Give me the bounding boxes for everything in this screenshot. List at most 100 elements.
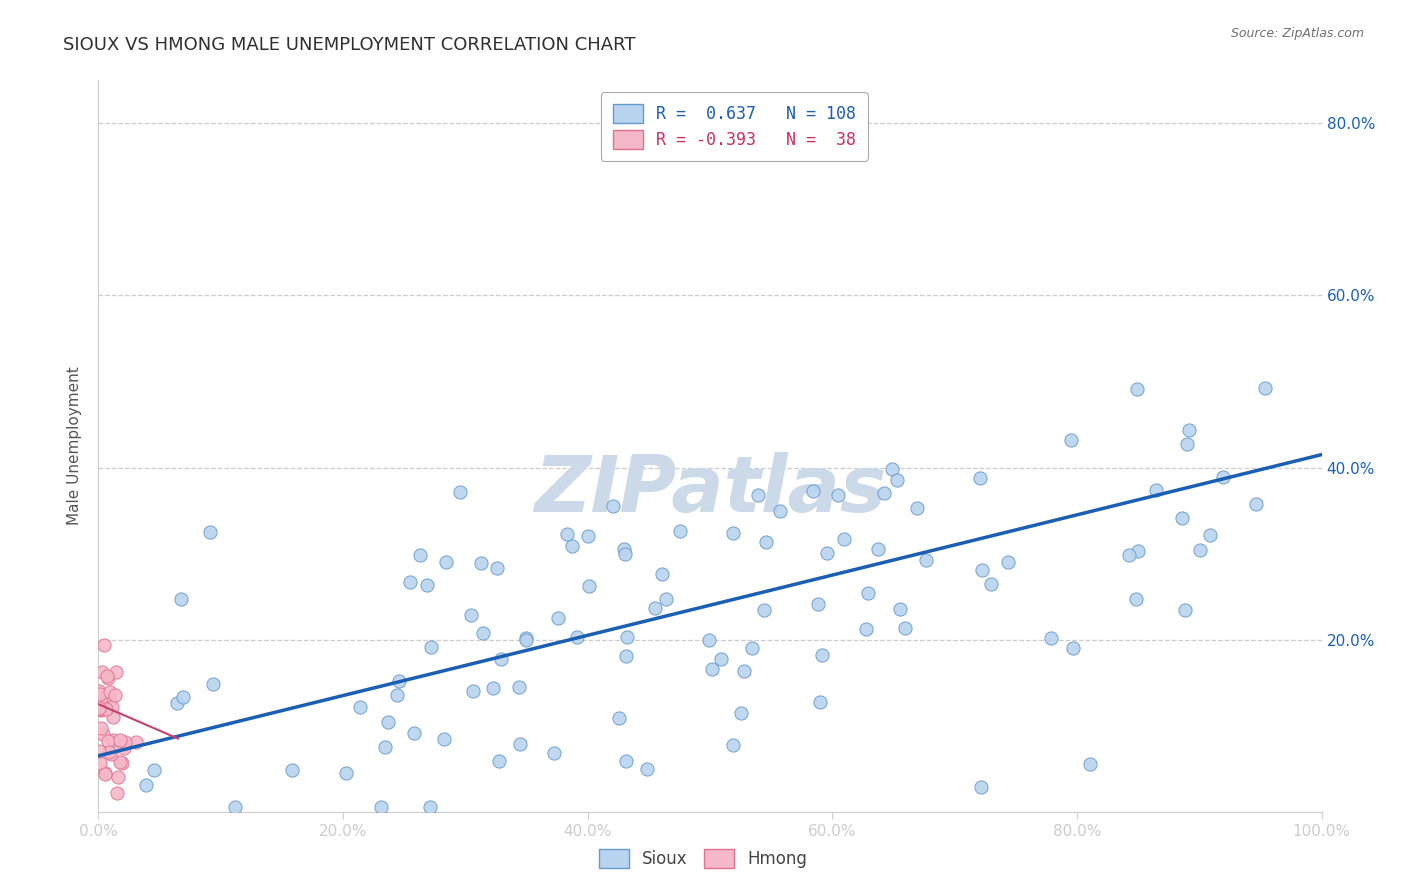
- Point: [135, 778, 157, 792]
- Point: [1170, 510, 1192, 524]
- Point: [894, 621, 917, 635]
- Point: [614, 649, 637, 664]
- Point: [801, 483, 824, 498]
- Point: [882, 462, 904, 476]
- Point: [1126, 544, 1149, 558]
- Point: [104, 665, 127, 679]
- Point: [1039, 631, 1062, 645]
- Point: [89, 702, 111, 716]
- Point: [1175, 436, 1198, 450]
- Point: [107, 770, 129, 784]
- Point: [488, 755, 510, 769]
- Point: [997, 555, 1019, 569]
- Point: [655, 592, 678, 607]
- Point: [481, 681, 503, 696]
- Point: [100, 747, 122, 762]
- Point: [644, 600, 666, 615]
- Point: [90, 721, 112, 735]
- Point: [125, 734, 148, 748]
- Point: [873, 485, 896, 500]
- Point: [172, 690, 194, 704]
- Point: [815, 546, 838, 560]
- Point: [461, 684, 484, 698]
- Point: [1118, 548, 1140, 562]
- Point: [886, 473, 908, 487]
- Point: [388, 673, 411, 688]
- Point: [89, 744, 111, 758]
- Point: [972, 563, 994, 577]
- Point: [89, 701, 111, 715]
- Point: [769, 503, 792, 517]
- Point: [104, 688, 127, 702]
- Point: [90, 703, 112, 717]
- Point: [105, 786, 128, 800]
- Point: [1080, 756, 1102, 771]
- Point: [636, 762, 658, 776]
- Y-axis label: Male Unemployment: Male Unemployment: [67, 367, 83, 525]
- Point: [1246, 497, 1268, 511]
- Point: [198, 524, 221, 539]
- Point: [721, 525, 744, 540]
- Point: [741, 641, 763, 656]
- Point: [733, 664, 755, 678]
- Point: [486, 561, 509, 575]
- Point: [1125, 382, 1147, 396]
- Point: [470, 556, 492, 570]
- Point: [747, 488, 769, 502]
- Point: [433, 732, 456, 747]
- Point: [1060, 433, 1083, 447]
- Point: [889, 602, 911, 616]
- Point: [170, 591, 193, 606]
- Point: [866, 541, 889, 556]
- Point: [914, 553, 936, 567]
- Point: [1188, 542, 1211, 557]
- Point: [143, 764, 166, 778]
- Point: [374, 740, 396, 755]
- Point: [449, 484, 471, 499]
- Point: [98, 685, 121, 699]
- Point: [607, 711, 630, 725]
- Point: [87, 684, 110, 698]
- Point: [94, 766, 117, 780]
- Point: [489, 651, 512, 665]
- Point: [370, 800, 392, 814]
- Point: [806, 597, 828, 611]
- Point: [616, 630, 638, 644]
- Point: [808, 695, 831, 709]
- Point: [613, 541, 636, 556]
- Point: [1212, 469, 1234, 483]
- Point: [434, 555, 457, 569]
- Point: [565, 630, 588, 644]
- Point: [1125, 592, 1147, 607]
- Point: [224, 800, 246, 814]
- Point: [111, 756, 134, 770]
- Point: [460, 607, 482, 622]
- Point: [103, 710, 125, 724]
- Point: [419, 640, 441, 654]
- Point: [97, 734, 120, 748]
- Point: [721, 739, 744, 753]
- Point: [387, 688, 409, 702]
- Point: [114, 735, 136, 749]
- Text: SIOUX VS HMONG MALE UNEMPLOYMENT CORRELATION CHART: SIOUX VS HMONG MALE UNEMPLOYMENT CORRELA…: [63, 36, 636, 54]
- Point: [97, 671, 120, 685]
- Point: [858, 586, 880, 600]
- Point: [578, 578, 600, 592]
- Point: [377, 715, 399, 730]
- Point: [613, 547, 636, 561]
- Point: [404, 726, 426, 740]
- Point: [515, 632, 537, 647]
- Point: [650, 567, 672, 582]
- Text: ZIPatlas: ZIPatlas: [534, 452, 886, 528]
- Point: [834, 533, 856, 547]
- Point: [101, 732, 124, 747]
- Point: [415, 578, 437, 592]
- Point: [1144, 483, 1167, 497]
- Point: [555, 527, 578, 541]
- Point: [1062, 641, 1084, 656]
- Point: [668, 524, 690, 539]
- Point: [576, 529, 599, 543]
- Point: [471, 626, 494, 640]
- Point: [98, 693, 121, 707]
- Point: [349, 699, 371, 714]
